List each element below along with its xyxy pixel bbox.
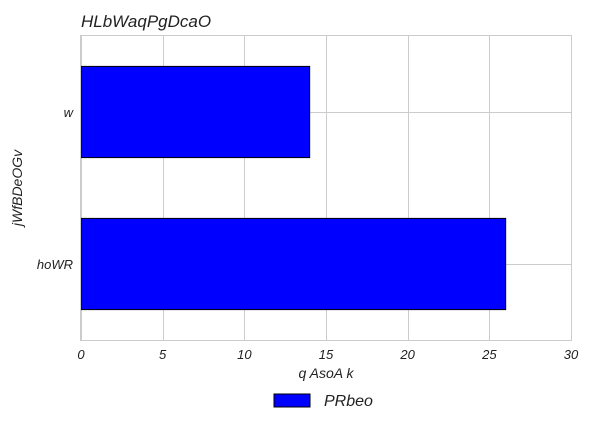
y-tick-labels: w hoWR xyxy=(37,105,75,272)
x-tick-label: 0 xyxy=(77,347,85,362)
x-tick-label: 10 xyxy=(237,347,252,362)
bars xyxy=(80,65,507,311)
bar-hoWR xyxy=(80,217,507,311)
y-axis-label: jWfBDeOGv xyxy=(9,149,25,228)
x-tick-label: 15 xyxy=(319,347,334,362)
legend-swatch xyxy=(273,393,311,408)
x-tick-label: 5 xyxy=(159,347,167,362)
x-tick-label: 30 xyxy=(564,347,579,362)
y-tick-label: hoWR xyxy=(37,257,73,272)
legend: PRbeo xyxy=(273,393,373,410)
x-axis-label: q AsoA k xyxy=(299,365,355,381)
legend-label: PRbeo xyxy=(324,393,373,410)
x-tick-labels: 0 5 10 15 20 25 30 xyxy=(77,347,579,362)
y-tick-label: w xyxy=(64,105,75,120)
plot-frame xyxy=(80,35,572,341)
x-tick-label: 25 xyxy=(481,347,497,362)
bar-w xyxy=(80,65,311,159)
x-tick-label: 20 xyxy=(399,347,415,362)
chart-title: HLbWaqPgDcaO xyxy=(81,12,211,31)
